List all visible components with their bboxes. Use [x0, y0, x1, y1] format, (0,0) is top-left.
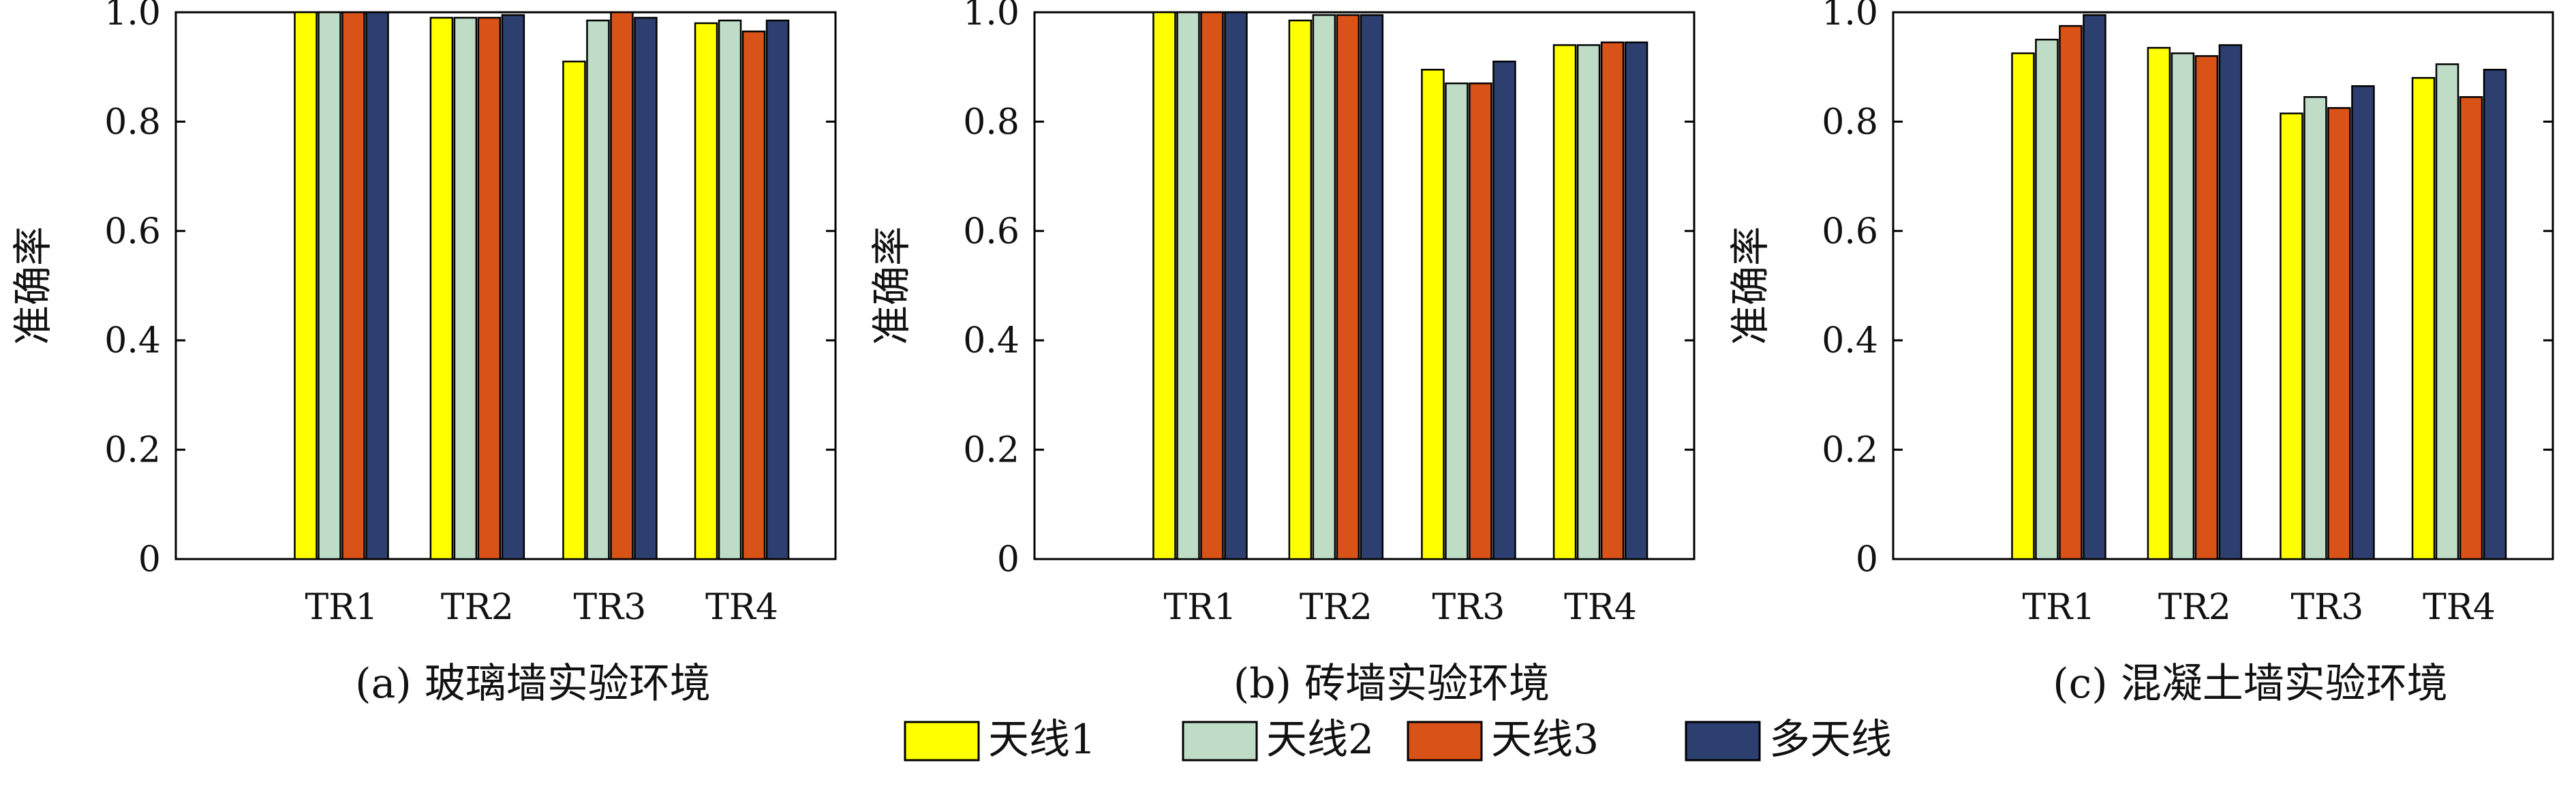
- bar-tr1-series-1: [2011, 52, 2035, 560]
- bar-tr4-series-4: [2483, 68, 2507, 560]
- y-tick-label: 0.4: [1822, 320, 1878, 361]
- bar-tr4-series-1: [694, 22, 718, 560]
- bar-tr1-series-2: [2035, 38, 2059, 560]
- bar-tr3-series-2: [1445, 82, 1469, 560]
- bar-tr2-series-4: [1360, 14, 1384, 560]
- x-tick-label: TR1: [2023, 587, 2096, 628]
- bar-tr3-series-4: [1492, 60, 1516, 560]
- bar-tr4-series-4: [765, 19, 790, 560]
- legend-swatch-1: [904, 721, 980, 762]
- y-tick-label: 1.0: [963, 0, 1019, 33]
- bar-tr2-series-4: [2218, 44, 2243, 560]
- bar-tr1-series-3: [341, 11, 365, 560]
- bar-tr3-series-3: [610, 11, 634, 560]
- bar-tr4-series-2: [1576, 44, 1601, 560]
- bar-tr2-series-3: [1336, 14, 1360, 560]
- bar-tr1-series-4: [365, 11, 389, 560]
- bar-tr3-series-4: [2351, 85, 2375, 560]
- bar-tr3-series-1: [1421, 68, 1445, 560]
- bar-tr2-series-1: [429, 16, 454, 560]
- x-tick-label: TR2: [2158, 587, 2231, 628]
- bar-tr2-series-3: [477, 16, 502, 560]
- bar-tr4-series-1: [1552, 44, 1577, 560]
- x-tick-label: TR3: [1432, 587, 1505, 628]
- y-tick-label: 0.8: [104, 102, 161, 142]
- bar-tr4-series-2: [2435, 63, 2459, 560]
- bar-tr1-series-3: [1200, 11, 1224, 560]
- legend-swatch-3: [1407, 721, 1483, 762]
- bar-tr3-series-1: [2280, 112, 2303, 560]
- y-tick-label: 0.6: [963, 211, 1019, 252]
- legend: 天线1 天线2 天线3 多天线: [904, 716, 1892, 764]
- bar-tr2-series-4: [501, 14, 525, 560]
- bar-tr4-series-3: [1600, 41, 1625, 560]
- bar-tr1-series-2: [318, 11, 341, 560]
- y-axis-label: 准确率: [10, 226, 56, 345]
- x-tick-label: TR2: [441, 587, 514, 628]
- y-tick-label: 0.8: [963, 102, 1019, 142]
- x-tick-label: TR4: [2423, 587, 2496, 628]
- x-tick-label: TR1: [305, 587, 378, 628]
- bar-tr3-series-2: [586, 19, 610, 560]
- bar-tr2-series-2: [1312, 14, 1336, 560]
- y-tick-label: 0.4: [963, 320, 1019, 361]
- bar-tr2-series-2: [453, 16, 478, 560]
- chart-panels: 0 0.2 0.4 0.6 0.8 1.0 TR1 TR2 TR3 TR4 准确率 (a) 玻璃墙实验…: [10, 0, 2554, 708]
- legend-label-4: 多天线: [1769, 716, 1892, 764]
- bar-tr4-series-3: [2459, 96, 2483, 560]
- panel-caption: (b) 砖墙实验环境: [1233, 660, 1550, 708]
- x-tick-label: TR3: [2290, 587, 2363, 628]
- y-tick-label: 1.0: [104, 0, 161, 33]
- bar-tr4-series-1: [2411, 76, 2436, 560]
- y-axis-label: 准确率: [1727, 226, 1773, 345]
- panel-caption: (a) 玻璃墙实验环境: [355, 660, 711, 708]
- x-tick-label: TR4: [1564, 587, 1637, 628]
- y-tick-label: 0.4: [104, 320, 161, 361]
- bar-tr4-series-2: [718, 19, 742, 560]
- y-tick-label: 0: [1856, 539, 1878, 580]
- bar-tr1-series-4: [1224, 11, 1248, 560]
- bar-tr2-series-3: [2194, 55, 2219, 560]
- y-tick-label: 0.8: [1822, 102, 1878, 142]
- x-tick-label: TR3: [573, 587, 646, 628]
- bar-tr1-series-3: [2059, 25, 2083, 560]
- bar-tr4-series-4: [1624, 41, 1649, 560]
- legend-label-3: 天线3: [1491, 716, 1599, 764]
- bar-tr4-series-3: [741, 30, 766, 560]
- bar-tr3-series-1: [562, 60, 586, 560]
- chart-panel-3: 0 0.2 0.4 0.6 0.8 1.0 TR1 TR2 TR3 TR4 准确率 (c) 混凝土墙实…: [1727, 0, 2554, 708]
- bar-tr2-series-2: [2171, 52, 2195, 560]
- y-tick-label: 0.6: [104, 211, 161, 252]
- y-tick-label: 1.0: [1822, 0, 1878, 33]
- y-tick-label: 0: [997, 539, 1019, 580]
- chart-panel-1: 0 0.2 0.4 0.6 0.8 1.0 TR1 TR2 TR3 TR4 准确率 (a) 玻璃墙实验…: [10, 0, 837, 708]
- panel-caption: (c) 混凝土墙实验环境: [2053, 660, 2448, 708]
- y-tick-label: 0.2: [963, 430, 1019, 471]
- legend-swatch-4: [1685, 721, 1761, 762]
- bar-tr3-series-4: [634, 16, 658, 560]
- x-tick-label: TR4: [705, 587, 778, 628]
- y-axis-label: 准确率: [868, 226, 915, 345]
- legend-label-2: 天线2: [1266, 716, 1374, 764]
- y-tick-label: 0.2: [1822, 430, 1878, 471]
- y-tick-label: 0.2: [104, 430, 161, 471]
- y-tick-label: 0.6: [1822, 211, 1878, 252]
- bar-tr2-series-1: [1288, 19, 1313, 560]
- bar-tr3-series-2: [2303, 96, 2327, 560]
- bar-tr3-series-3: [1469, 82, 1492, 560]
- x-tick-label: TR1: [1164, 587, 1237, 628]
- legend-swatch-2: [1182, 721, 1258, 762]
- x-tick-label: TR2: [1300, 587, 1373, 628]
- bar-tr2-series-1: [2147, 46, 2171, 560]
- y-tick-label: 0: [138, 539, 161, 580]
- bar-tr1-series-2: [1176, 11, 1200, 560]
- bar-tr1-series-1: [1152, 11, 1176, 560]
- bar-tr1-series-1: [294, 11, 318, 560]
- bar-tr3-series-3: [2327, 107, 2351, 560]
- chart-panel-2: 0 0.2 0.4 0.6 0.8 1.0 TR1 TR2 TR3 TR4 准确率 (b) 砖墙实验环…: [868, 0, 1696, 708]
- legend-label-1: 天线1: [988, 716, 1096, 764]
- bar-tr1-series-4: [2083, 14, 2106, 560]
